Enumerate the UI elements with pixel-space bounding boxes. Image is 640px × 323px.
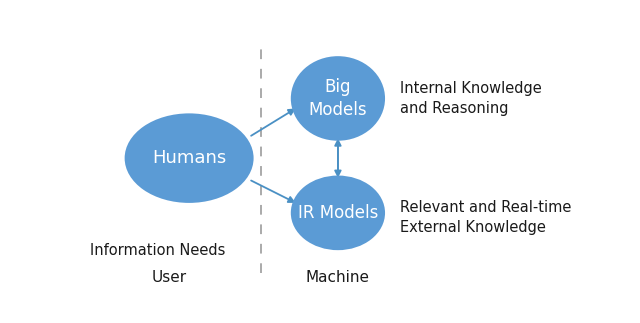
Text: Relevant and Real-time
External Knowledge: Relevant and Real-time External Knowledg…: [400, 201, 572, 235]
Text: IR Models: IR Models: [298, 204, 378, 222]
Ellipse shape: [291, 176, 385, 250]
Ellipse shape: [291, 56, 385, 141]
Text: Big
Models: Big Models: [308, 78, 367, 119]
Text: Machine: Machine: [306, 270, 370, 285]
Ellipse shape: [125, 113, 253, 203]
Text: User: User: [152, 270, 187, 285]
Text: Humans: Humans: [152, 149, 227, 167]
Text: Information Needs: Information Needs: [90, 243, 225, 258]
Text: Internal Knowledge
and Reasoning: Internal Knowledge and Reasoning: [400, 81, 541, 116]
